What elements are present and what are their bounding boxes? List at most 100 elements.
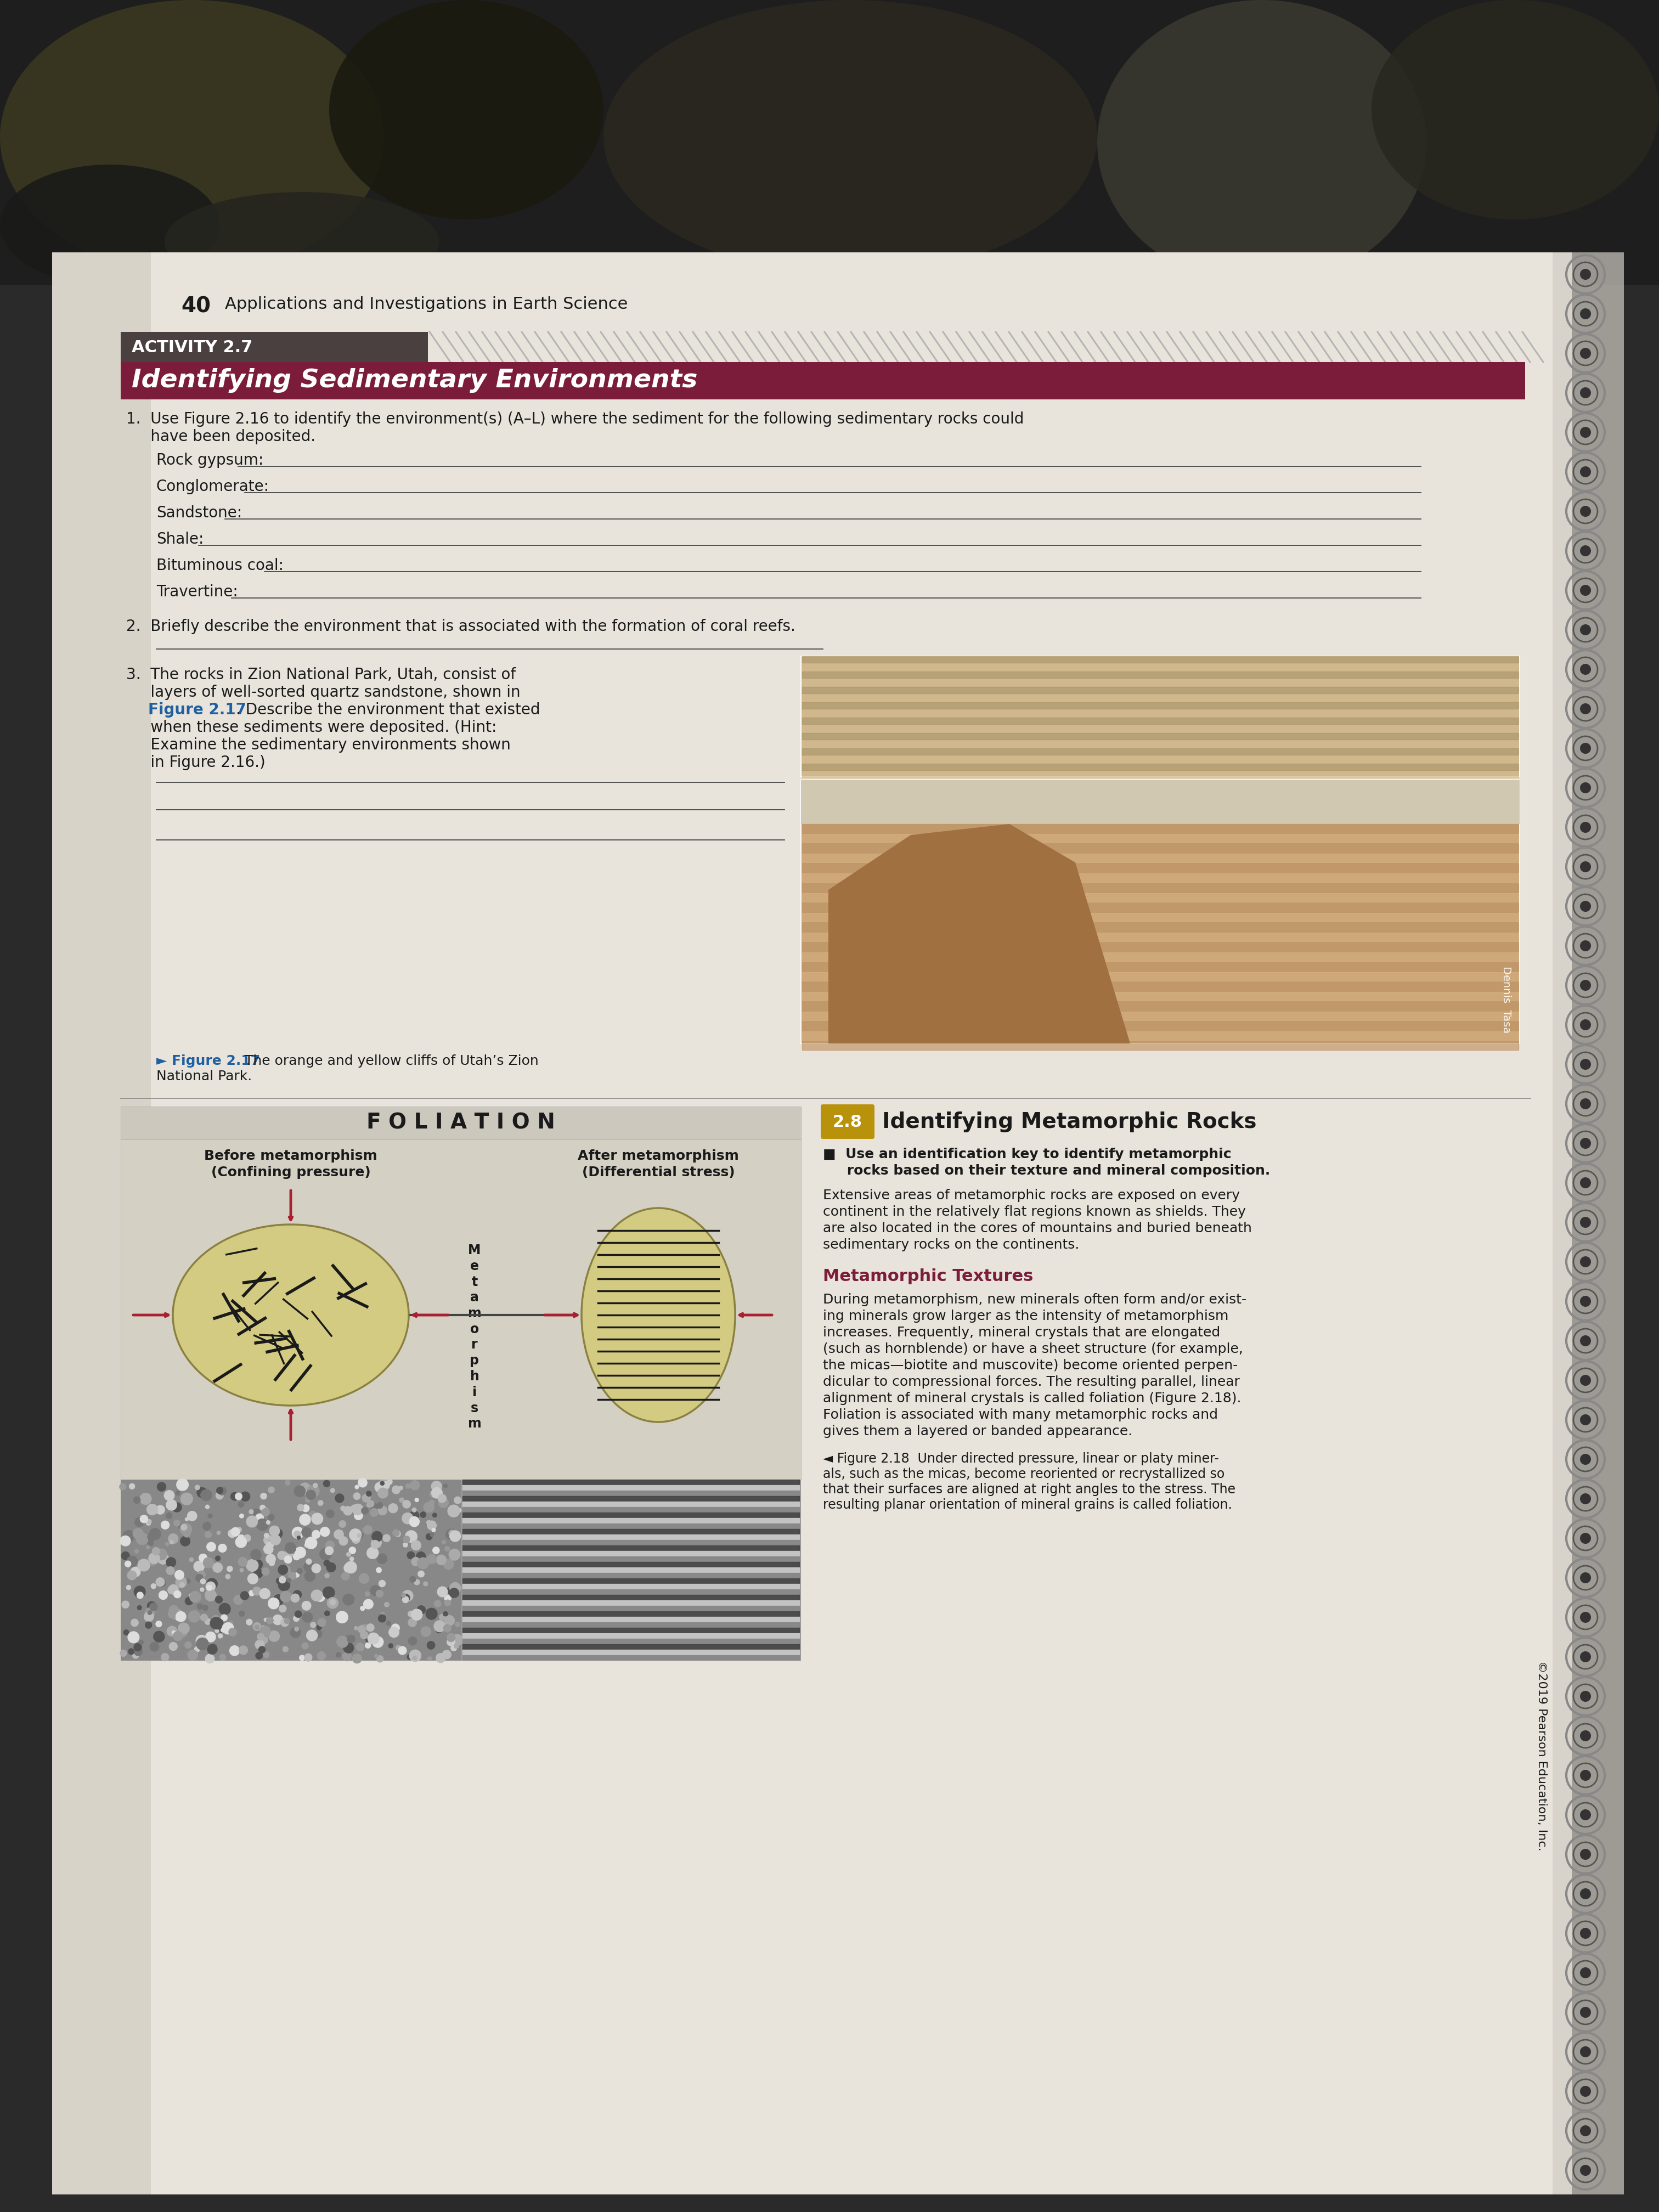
Circle shape [222, 1624, 234, 1635]
Circle shape [221, 1628, 226, 1632]
Circle shape [186, 1597, 192, 1606]
Circle shape [304, 1613, 310, 1619]
Circle shape [246, 1619, 252, 1626]
Circle shape [418, 1571, 425, 1577]
Circle shape [1579, 270, 1591, 279]
Circle shape [187, 1650, 197, 1661]
Circle shape [426, 1555, 436, 1564]
Circle shape [284, 1619, 290, 1624]
Circle shape [410, 1480, 420, 1491]
Circle shape [260, 1626, 270, 1637]
Circle shape [166, 1513, 173, 1520]
Ellipse shape [0, 0, 383, 274]
Circle shape [168, 1626, 178, 1637]
Circle shape [1579, 1770, 1591, 1781]
Circle shape [196, 1575, 202, 1582]
Text: F O L I A T I O N: F O L I A T I O N [367, 1113, 556, 1133]
Circle shape [269, 1630, 279, 1641]
Circle shape [217, 1635, 222, 1639]
Circle shape [255, 1513, 264, 1522]
Circle shape [337, 1652, 340, 1657]
Circle shape [1579, 1730, 1591, 1741]
Circle shape [216, 1619, 222, 1626]
Circle shape [178, 1624, 189, 1635]
Text: Foliation is associated with many metamorphic rocks and: Foliation is associated with many metamo… [823, 1409, 1218, 1422]
Circle shape [139, 1493, 151, 1504]
Circle shape [441, 1540, 446, 1544]
Circle shape [146, 1504, 158, 1515]
Circle shape [401, 1595, 410, 1601]
Ellipse shape [0, 164, 219, 285]
Circle shape [340, 1641, 343, 1646]
Circle shape [134, 1498, 141, 1504]
Circle shape [398, 1646, 406, 1655]
Circle shape [206, 1531, 211, 1537]
Circle shape [436, 1652, 445, 1663]
Circle shape [1579, 1652, 1591, 1661]
Circle shape [1579, 1020, 1591, 1031]
Circle shape [299, 1655, 305, 1661]
Circle shape [1579, 1929, 1591, 1938]
Ellipse shape [604, 0, 1097, 274]
Circle shape [1579, 1849, 1591, 1860]
Circle shape [314, 1630, 322, 1639]
Circle shape [307, 1630, 317, 1641]
Circle shape [290, 1595, 299, 1601]
Circle shape [237, 1535, 246, 1542]
Circle shape [428, 1657, 431, 1661]
Circle shape [174, 1590, 181, 1597]
Circle shape [401, 1590, 413, 1601]
Circle shape [119, 1484, 126, 1491]
Circle shape [446, 1588, 455, 1595]
Circle shape [401, 1593, 406, 1597]
Circle shape [219, 1624, 224, 1628]
Circle shape [134, 1648, 143, 1657]
Circle shape [445, 1595, 451, 1601]
Circle shape [1579, 387, 1591, 398]
Text: Shale:: Shale: [156, 531, 204, 546]
Circle shape [212, 1615, 219, 1621]
Circle shape [269, 1526, 280, 1535]
Text: Before metamorphism: Before metamorphism [204, 1150, 377, 1164]
Circle shape [207, 1513, 212, 1517]
Circle shape [176, 1613, 186, 1621]
Circle shape [362, 1493, 370, 1502]
Circle shape [343, 1637, 350, 1641]
Circle shape [413, 1657, 416, 1659]
Circle shape [156, 1621, 163, 1628]
Circle shape [207, 1542, 216, 1551]
Circle shape [343, 1506, 352, 1515]
Circle shape [265, 1555, 275, 1564]
Circle shape [358, 1626, 365, 1632]
Circle shape [1579, 2046, 1591, 2057]
Circle shape [430, 1533, 435, 1537]
Circle shape [123, 1537, 129, 1542]
Text: that their surfaces are aligned at right angles to the stress. The: that their surfaces are aligned at right… [823, 1482, 1236, 1495]
Text: 3.  The rocks in Zion National Park, Utah, consist of: 3. The rocks in Zion National Park, Utah… [126, 668, 516, 684]
Circle shape [294, 1590, 302, 1599]
Circle shape [360, 1606, 365, 1610]
Circle shape [201, 1579, 206, 1584]
Circle shape [438, 1498, 448, 1509]
Circle shape [178, 1628, 187, 1637]
Circle shape [372, 1531, 382, 1542]
Circle shape [400, 1498, 405, 1502]
Circle shape [302, 1613, 312, 1621]
Circle shape [443, 1484, 448, 1489]
Circle shape [307, 1491, 315, 1500]
Circle shape [401, 1597, 408, 1604]
Circle shape [219, 1628, 224, 1632]
Circle shape [377, 1553, 387, 1564]
Circle shape [320, 1548, 332, 1559]
Circle shape [365, 1593, 370, 1597]
Circle shape [383, 1535, 390, 1542]
Circle shape [450, 1588, 460, 1597]
Circle shape [312, 1513, 324, 1524]
Text: 2.  Briefly describe the environment that is associated with the formation of co: 2. Briefly describe the environment that… [126, 619, 795, 635]
Text: Bituminous coal:: Bituminous coal: [156, 557, 284, 573]
Circle shape [431, 1486, 443, 1498]
Circle shape [236, 1493, 242, 1500]
Circle shape [221, 1615, 227, 1621]
Circle shape [148, 1601, 156, 1610]
Text: (Differential stress): (Differential stress) [582, 1166, 735, 1179]
